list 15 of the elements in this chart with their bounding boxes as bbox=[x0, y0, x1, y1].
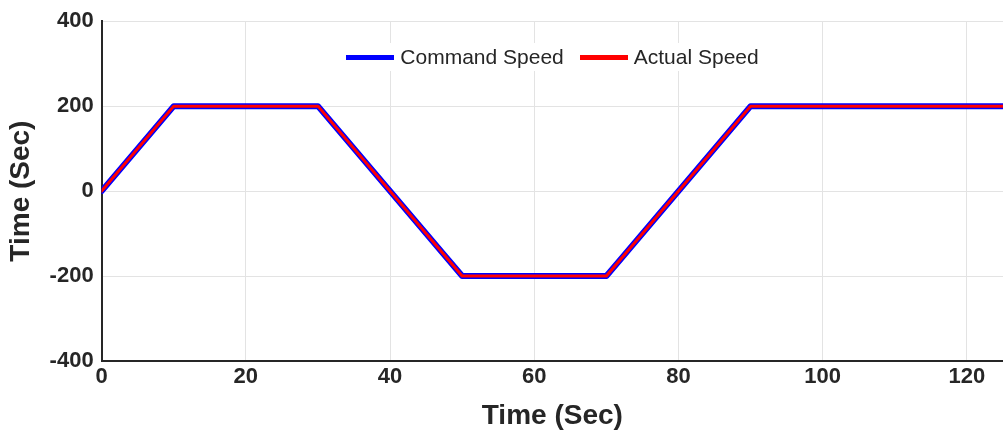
x-tick-label: 20 bbox=[233, 363, 259, 389]
y-tick-label: 200 bbox=[56, 92, 94, 118]
x-axis-title: Time (Sec) bbox=[481, 398, 623, 430]
x-tick-label: 120 bbox=[948, 363, 986, 389]
x-tick-label: 40 bbox=[377, 363, 403, 389]
x-tick-label: 80 bbox=[666, 363, 691, 389]
x-tick-label: 100 bbox=[804, 363, 842, 389]
legend-label: Command Speed bbox=[400, 45, 564, 70]
y-tick-label: 0 bbox=[81, 177, 94, 203]
x-tick-label: 60 bbox=[522, 363, 547, 389]
legend-label: Actual Speed bbox=[633, 45, 759, 70]
y-axis-title: Time (Sec) bbox=[3, 120, 35, 262]
y-tick-label: -200 bbox=[49, 262, 94, 288]
y-tick-label: -400 bbox=[49, 347, 94, 373]
y-tick-label: 400 bbox=[56, 7, 94, 33]
